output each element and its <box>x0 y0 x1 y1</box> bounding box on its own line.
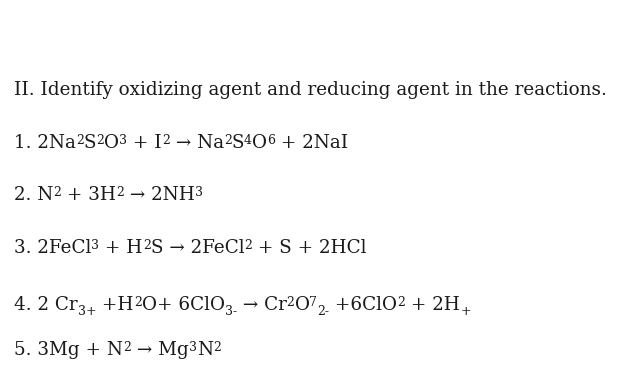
Text: O: O <box>294 296 309 314</box>
Text: + 3H: + 3H <box>61 186 116 204</box>
Text: → Cr: → Cr <box>237 296 287 314</box>
Text: 3+: 3+ <box>78 305 96 318</box>
Text: 2: 2 <box>116 186 124 199</box>
Text: 2: 2 <box>123 341 131 354</box>
Text: 4. 2 Cr: 4. 2 Cr <box>14 296 78 314</box>
Text: O: O <box>252 134 267 152</box>
Text: 5. 3Mg + N: 5. 3Mg + N <box>14 341 123 359</box>
Text: + 2NaI: + 2NaI <box>275 134 348 152</box>
Text: 2: 2 <box>134 296 142 309</box>
Text: S → 2FeCl: S → 2FeCl <box>151 239 244 257</box>
Text: 2: 2 <box>96 134 104 147</box>
Text: → Na: → Na <box>169 134 224 152</box>
Text: + S + 2HCl: + S + 2HCl <box>252 239 367 257</box>
Text: +: + <box>460 305 471 318</box>
Text: +6ClO: +6ClO <box>329 296 398 314</box>
Text: S: S <box>232 134 244 152</box>
Text: 2-: 2- <box>318 305 329 318</box>
Text: O: O <box>104 134 119 152</box>
Text: 3-: 3- <box>224 305 237 318</box>
Text: S: S <box>84 134 96 152</box>
Text: 3: 3 <box>91 239 99 252</box>
Text: 2: 2 <box>287 296 294 309</box>
Text: 2: 2 <box>162 134 169 147</box>
Text: +H: +H <box>96 296 134 314</box>
Text: 7: 7 <box>309 296 318 309</box>
Text: 1. 2Na: 1. 2Na <box>14 134 76 152</box>
Text: + I: + I <box>127 134 162 152</box>
Text: 2: 2 <box>244 239 252 252</box>
Text: 2: 2 <box>224 134 232 147</box>
Text: 6: 6 <box>267 134 275 147</box>
Text: 2: 2 <box>142 239 151 252</box>
Text: 3: 3 <box>119 134 127 147</box>
Text: + 2H: + 2H <box>405 296 460 314</box>
Text: O+ 6ClO: O+ 6ClO <box>142 296 224 314</box>
Text: 3: 3 <box>195 186 203 199</box>
Text: II. Identify oxidizing agent and reducing agent in the reactions.: II. Identify oxidizing agent and reducin… <box>14 81 607 99</box>
Text: + H: + H <box>99 239 142 257</box>
Text: 2: 2 <box>53 186 61 199</box>
Text: N: N <box>197 341 212 359</box>
Text: → Mg: → Mg <box>131 341 189 359</box>
Text: 4: 4 <box>244 134 252 147</box>
Text: 2. N: 2. N <box>14 186 53 204</box>
Text: 2: 2 <box>398 296 405 309</box>
Text: 3. 2FeCl: 3. 2FeCl <box>14 239 91 257</box>
Text: 2: 2 <box>76 134 84 147</box>
Text: → 2NH: → 2NH <box>124 186 195 204</box>
Text: 3: 3 <box>189 341 197 354</box>
Text: 2: 2 <box>213 341 221 354</box>
